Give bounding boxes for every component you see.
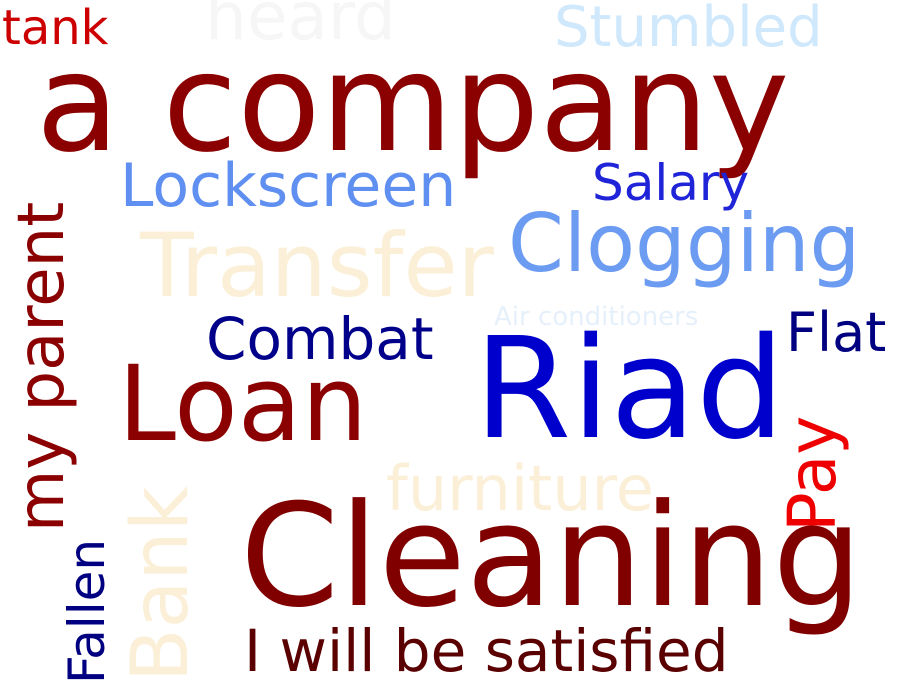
word-fallen: Fallen: [58, 538, 116, 684]
word-riad: Riad: [474, 308, 785, 471]
word-furniture: furniture: [386, 452, 654, 525]
word-clogging: Clogging: [508, 197, 861, 290]
word-heard: heard: [205, 0, 396, 55]
word-lockscreen: Lockscreen: [120, 151, 457, 221]
word-flat: Flat: [786, 301, 887, 364]
word-bank: Bank: [116, 486, 206, 682]
word-cleaning: Cleaning: [240, 474, 863, 639]
word-transfer: Transfer: [140, 214, 494, 317]
word-tank: tank: [2, 0, 109, 56]
word-my-parent: my parent: [5, 201, 79, 532]
word-salary: Salary: [592, 154, 750, 212]
word-combat: Combat: [206, 305, 434, 373]
word-stumbled: Stumbled: [554, 0, 823, 60]
word-loan: Loan: [118, 343, 368, 465]
word-air-conditioners: Air conditioners: [494, 302, 699, 332]
word-i-will-be-satisfied: I will be satisfied: [244, 617, 729, 685]
word-a-company: a company: [36, 25, 790, 183]
